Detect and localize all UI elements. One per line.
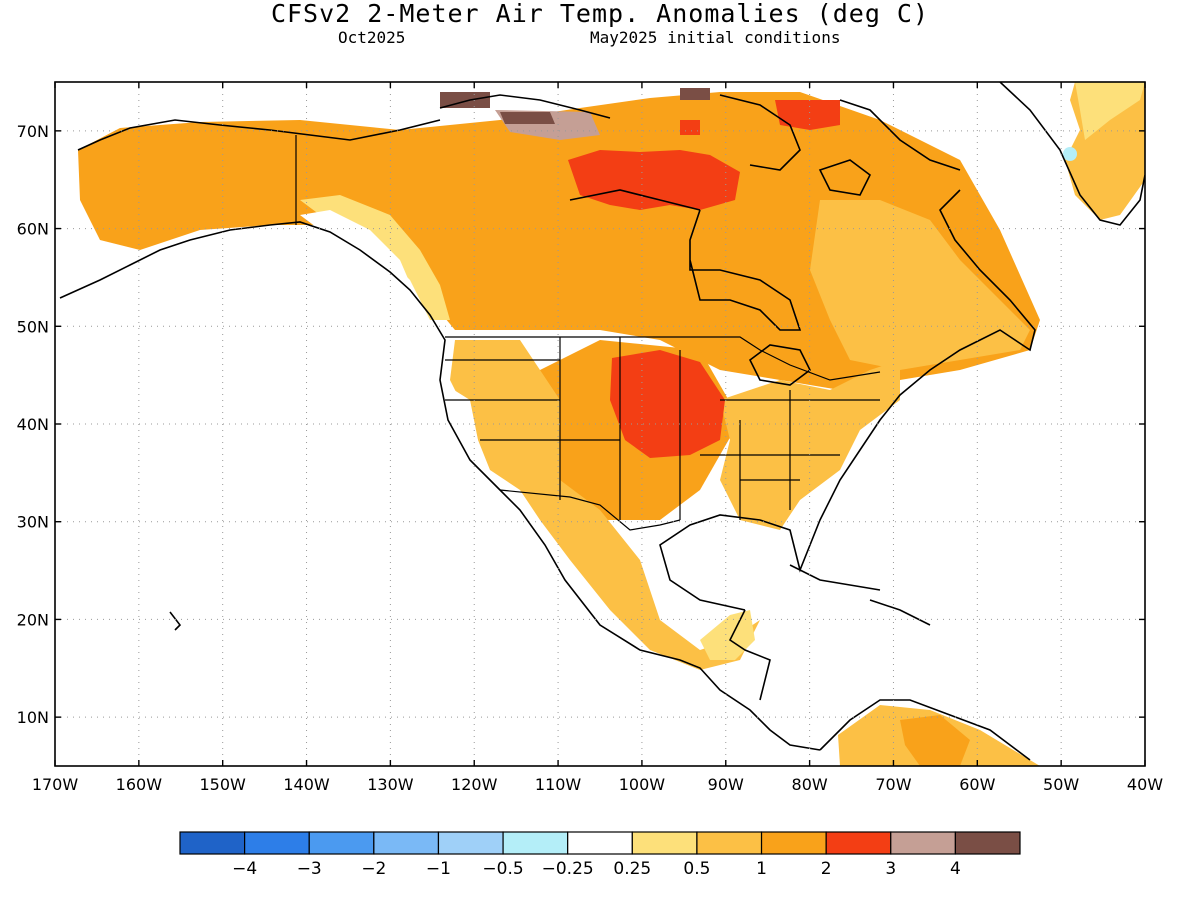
lon-label: 170W — [32, 775, 79, 794]
map-title: CFSv2 2-Meter Air Temp. Anomalies (deg C… — [270, 0, 930, 28]
anomaly-area-2to3-small — [680, 120, 700, 135]
colorbar-swatch — [502, 831, 569, 855]
colorbar-label: 2 — [821, 859, 832, 879]
longitude-labels: 170W 160W 150W 140W 130W 120W 110W 100W 90W 80W 70… — [32, 775, 1163, 794]
colorbar-swatch — [825, 831, 892, 855]
colorbar-label: 3 — [885, 859, 896, 879]
lon-label: 110W — [535, 775, 582, 794]
colorbar-swatch — [890, 831, 956, 855]
lon-label: 130W — [367, 775, 414, 794]
colorbar-swatch — [308, 831, 375, 855]
initial-conditions-label: May2025 initial conditions — [590, 28, 841, 47]
colorbar-label: −3 — [297, 859, 322, 879]
anomaly-area-2to3-midwest — [610, 350, 725, 458]
latitude-labels: 10N 20N 30N 40N 50N 60N 70N — [17, 122, 49, 727]
anomaly-area-2to3-baffin — [775, 100, 840, 130]
colorbar-swatch — [696, 831, 763, 855]
lat-label: 30N — [17, 513, 49, 532]
colorbar-swatch — [631, 831, 698, 855]
lon-label: 40W — [1127, 775, 1163, 794]
anomaly-area-above4-b — [500, 112, 555, 124]
lat-label: 70N — [17, 122, 49, 141]
lon-label: 90W — [708, 775, 744, 794]
lon-label: 80W — [792, 775, 828, 794]
anomaly-area-negative-greenland — [1063, 147, 1077, 161]
lat-label: 10N — [17, 708, 49, 727]
anomaly-area-greenland-pale — [1075, 82, 1145, 140]
lon-label: 140W — [283, 775, 330, 794]
anomaly-shading — [78, 82, 1145, 766]
lon-label: 100W — [619, 775, 666, 794]
anomaly-area-south-america-orange — [900, 715, 970, 766]
lon-label: 160W — [116, 775, 163, 794]
colorbar: −4 −3 −2 −1 −0.5 −0.25 0.25 0.5 1 2 3 4 — [179, 831, 1021, 879]
colorbar-label: −0.25 — [542, 859, 594, 879]
anomaly-area-neutral-bc — [300, 210, 415, 300]
colorbar-swatch — [179, 831, 246, 855]
colorbar-label: 0.25 — [613, 859, 651, 879]
axis-ticks — [54, 82, 1146, 766]
colorbar-swatch — [244, 831, 310, 855]
lat-label: 50N — [17, 317, 49, 336]
colorbar-swatch — [567, 831, 633, 855]
anomaly-area-above4-c — [680, 88, 710, 100]
lat-label: 20N — [17, 610, 49, 629]
colorbar-swatch — [954, 831, 1021, 855]
colorbar-swatch — [373, 831, 440, 855]
anomaly-area-0p5to1-west — [450, 340, 760, 670]
lon-label: 60W — [959, 775, 995, 794]
colorbar-label: 4 — [950, 859, 961, 879]
anomaly-area-2to3-hudson — [568, 150, 740, 210]
colorbar-label: −1 — [426, 859, 451, 879]
anomaly-area-0p5to1-east — [720, 360, 900, 530]
lon-label: 70W — [875, 775, 911, 794]
anomaly-area-1to2-north — [78, 92, 1040, 390]
lon-label: 50W — [1043, 775, 1079, 794]
colorbar-swatch — [760, 831, 827, 855]
lon-label: 150W — [200, 775, 247, 794]
colorbar-label: 1 — [756, 859, 767, 879]
graticule — [55, 82, 1145, 766]
colorbar-label: −2 — [361, 859, 386, 879]
colorbar-label: −0.5 — [482, 859, 523, 879]
lat-label: 40N — [17, 415, 49, 434]
colorbar-label: 0.5 — [683, 859, 710, 879]
coastlines — [59, 82, 1145, 761]
colorbar-swatch — [437, 831, 504, 855]
anomaly-area-0p5to1-quebec — [810, 200, 1030, 370]
political-boundaries — [295, 135, 881, 531]
valid-month-label: Oct2025 — [338, 28, 406, 47]
lon-label: 120W — [451, 775, 498, 794]
colorbar-label: −4 — [232, 859, 257, 879]
anomaly-area-neutral-pacific — [438, 380, 478, 470]
lat-label: 60N — [17, 220, 49, 239]
